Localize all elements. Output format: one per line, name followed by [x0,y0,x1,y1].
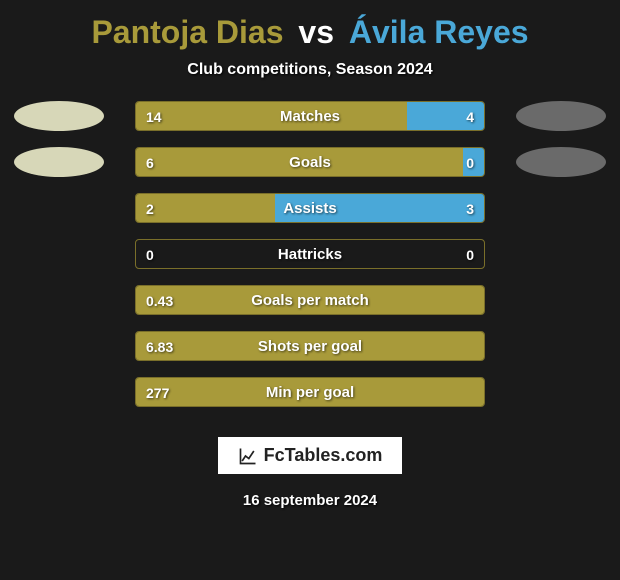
stat-bar: Min per goal277 [135,377,485,407]
stat-row: Assists2 3 [0,193,620,223]
stat-label: Goals [136,148,484,177]
stat-bar: Hattricks0 0 [135,239,485,269]
stat-row: Matches14 4 [0,101,620,131]
date-text: 16 september 2024 [243,492,377,509]
stat-label: Goals per match [136,286,484,315]
stat-value-right: 4 [466,102,474,131]
stat-label: Matches [136,102,484,131]
stat-value-left: 2 [146,194,154,223]
stat-row: Hattricks0 0 [0,239,620,269]
stat-label: Min per goal [136,378,484,407]
stat-value-left: 0.43 [146,286,173,315]
player-left-name: Pantoja Dias [91,14,283,50]
stat-bar: Assists2 3 [135,193,485,223]
stat-bar: Shots per goal6.83 [135,331,485,361]
stat-value-right: 0 [466,148,474,177]
player-right-name: Ávila Reyes [349,14,529,50]
avatar-left [14,147,104,177]
page-title: Pantoja Dias vs Ávila Reyes [91,14,528,51]
stat-value-left: 0 [146,240,154,269]
avatar-right [516,147,606,177]
comparison-card: Pantoja Dias vs Ávila Reyes Club competi… [0,0,620,580]
stat-value-left: 6.83 [146,332,173,361]
avatar-right [516,101,606,131]
brand-footer[interactable]: FcTables.com [218,437,403,474]
stats-bars: Matches144Goals60Assists23Hattricks00Goa… [0,101,620,423]
stat-bar: Goals per match0.43 [135,285,485,315]
stat-bar: Goals6 0 [135,147,485,177]
stat-value-left: 277 [146,378,169,407]
vs-text: vs [298,14,334,50]
stat-row: Goals6 0 [0,147,620,177]
brand-suffix: Tables.com [285,445,383,465]
subtitle: Club competitions, Season 2024 [187,61,432,79]
avatar-left [14,101,104,131]
stat-value-left: 14 [146,102,162,131]
brand-text: FcTables.com [264,445,383,466]
stat-label: Hattricks [136,240,484,269]
stat-row: Shots per goal6.83 [0,331,620,361]
chart-icon [238,446,258,466]
stat-value-right: 0 [466,240,474,269]
stat-value-right: 3 [466,194,474,223]
stat-value-left: 6 [146,148,154,177]
stat-row: Goals per match0.43 [0,285,620,315]
stat-label: Shots per goal [136,332,484,361]
stat-label: Assists [136,194,484,223]
stat-row: Min per goal277 [0,377,620,407]
stat-bar: Matches14 4 [135,101,485,131]
brand-prefix: Fc [264,445,285,465]
